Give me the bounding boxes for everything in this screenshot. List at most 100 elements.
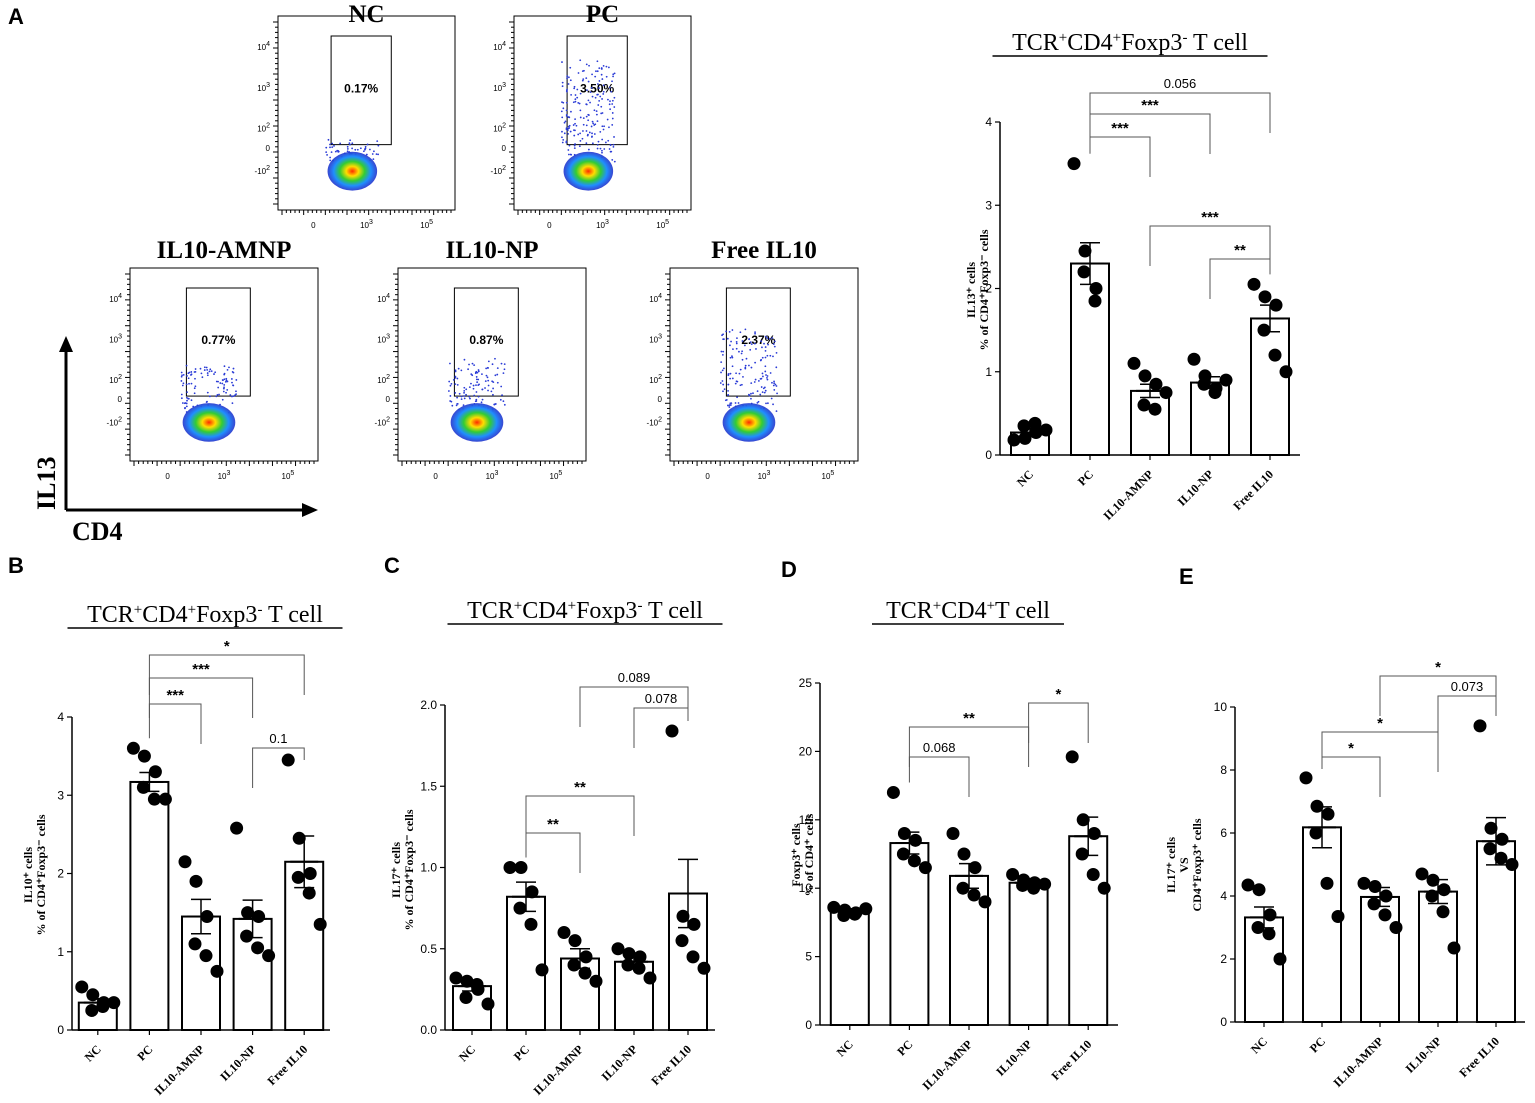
flow-tick-exponent: 4 <box>266 41 270 48</box>
flow-event-dot <box>565 101 568 104</box>
flow-event-dot <box>561 85 564 88</box>
flow-event-dot <box>567 149 570 151</box>
flow-event-dot <box>206 372 209 374</box>
chart-data-point <box>1159 386 1173 400</box>
flow-event-dot <box>596 60 599 63</box>
flow-event-dot <box>754 378 757 381</box>
significance-label: 0.056 <box>1164 76 1197 91</box>
flow-event-dot <box>181 374 183 377</box>
flow-event-dot <box>181 402 184 404</box>
flow-event-dot <box>471 362 474 365</box>
flow-x-tick-label: 105 <box>822 470 835 481</box>
flow-event-dot <box>772 343 775 345</box>
significance-label: * <box>1377 715 1383 732</box>
chart-title-part: T cell <box>1187 30 1248 56</box>
flow-event-dot <box>334 150 337 153</box>
flow-event-dot <box>449 362 451 365</box>
chart-bar <box>1070 262 1110 456</box>
chart-data-point <box>1321 807 1335 821</box>
flow-event-dot <box>475 376 478 378</box>
flow-event-dot <box>463 358 466 361</box>
flow-event-dot <box>761 391 764 394</box>
significance-bracket <box>1149 225 1271 266</box>
flow-event-dot <box>476 371 479 374</box>
chart-data-point <box>1357 876 1371 890</box>
flow-event-dot <box>727 383 730 386</box>
chart-data-point <box>1039 423 1053 437</box>
significance-label: 0.089 <box>618 670 651 685</box>
chart-y-axis-label: % of CD4⁺Foxp3⁻ cells <box>402 809 416 930</box>
flow-event-dot <box>587 80 590 83</box>
flow-event-dot <box>577 101 580 104</box>
flow-event-dot <box>330 151 333 153</box>
flow-event-dot <box>612 73 615 76</box>
flow-tick-exponent: 5 <box>429 219 433 226</box>
flow-event-dot <box>181 384 184 387</box>
chart-bar <box>1068 835 1109 1026</box>
flow-event-dot <box>184 402 187 404</box>
flow-event-dot <box>744 367 747 370</box>
flow-event-dot <box>722 338 725 341</box>
chart-category-label: PC <box>894 1037 915 1058</box>
flow-event-dot <box>375 153 378 155</box>
flow-event-dot <box>566 77 568 80</box>
flow-population-density <box>722 403 776 442</box>
flow-event-dot <box>750 343 753 346</box>
flow-event-dot <box>602 64 605 67</box>
significance-bracket <box>633 707 689 748</box>
flow-event-dot <box>369 148 371 151</box>
flow-event-dot <box>364 148 366 150</box>
chart-data-point <box>676 909 690 923</box>
chart-title-superscript: + <box>134 602 142 618</box>
flow-event-dot <box>609 143 612 146</box>
chart-category-label: IL10-NP <box>217 1042 258 1083</box>
chart-data-point <box>230 821 244 835</box>
flow-event-dot <box>721 353 724 356</box>
chart-data-point <box>1331 909 1345 923</box>
flow-event-dot <box>598 99 601 102</box>
flow-population-density <box>182 403 236 442</box>
flow-event-dot <box>562 101 565 104</box>
chart-title-superscript: - <box>637 598 642 614</box>
flow-tick-exponent: 2 <box>386 374 390 381</box>
chart-title-part: TCR <box>467 598 514 624</box>
flow-tick-exponent: 2 <box>502 165 506 172</box>
chart-data-point <box>470 978 484 991</box>
chart-data-point <box>968 861 982 875</box>
flow-event-dot <box>741 358 744 361</box>
flow-event-dot <box>182 373 185 376</box>
significance-bracket <box>579 686 689 727</box>
flow-axes: IL13 CD4 <box>32 336 318 546</box>
chart-category-label: IL10-NP <box>1175 467 1216 508</box>
chart-data-point <box>1494 851 1508 865</box>
flow-event-dot <box>562 138 565 141</box>
flow-tick-exponent: 3 <box>502 82 506 89</box>
flow-y-axis-label: IL13 <box>32 457 61 510</box>
chart-y-tick-label: 0 <box>805 1018 812 1032</box>
flow-event-dot <box>613 136 615 138</box>
chart-y-axis-label: % of CD4⁺ cells <box>802 813 816 896</box>
flow-event-dot <box>719 382 722 384</box>
flow-event-dot <box>579 109 582 112</box>
flow-event-dot <box>608 86 611 89</box>
chart-data-point <box>85 1003 99 1017</box>
flow-event-dot <box>602 93 605 95</box>
flow-event-dot <box>185 364 188 367</box>
chart-y-tick-label: 3 <box>57 788 64 802</box>
flow-event-dot <box>764 356 767 359</box>
chart-title-part: Foxp3 <box>576 598 637 624</box>
flow-event-dot <box>180 375 183 378</box>
flow-gate-percent: 0.77% <box>201 333 235 347</box>
flow-event-dot <box>775 366 778 369</box>
flow-x-tick-label: 103 <box>596 219 609 230</box>
flow-event-dot <box>766 337 769 339</box>
flow-event-dot <box>325 146 328 149</box>
flow-event-dot <box>472 387 475 390</box>
flow-event-dot <box>190 399 193 402</box>
chart-data-point <box>967 888 981 902</box>
flow-y-tick-label: 0 <box>502 144 507 153</box>
flow-event-dot <box>232 367 235 370</box>
chart-bar <box>889 842 930 1027</box>
flow-event-dot <box>454 392 457 394</box>
